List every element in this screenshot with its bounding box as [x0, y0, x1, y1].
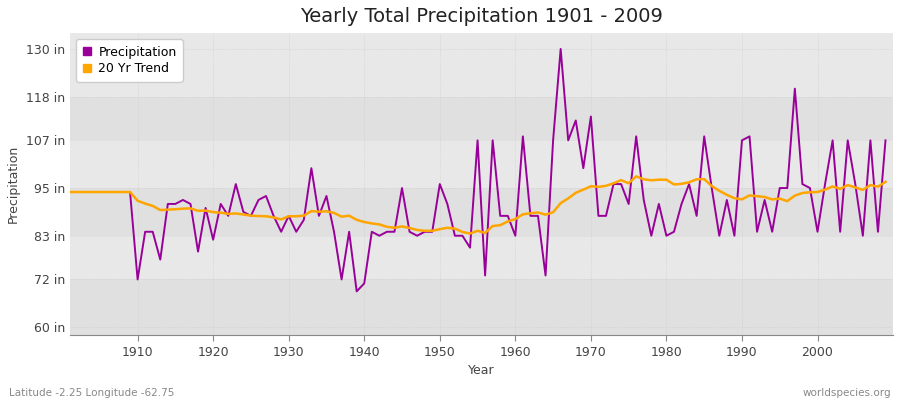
Precipitation [64, 190, 75, 194]
20 Yr Trend [64, 190, 75, 194]
20 Yr Trend [880, 180, 891, 184]
Bar [69, 236, 893, 280]
Precipitation [337, 277, 347, 282]
20 Yr Trend [124, 190, 135, 194]
Line: Precipitation: Precipitation [69, 49, 886, 291]
20 Yr Trend [510, 217, 521, 222]
20 Yr Trend [631, 174, 642, 179]
Text: worldspecies.org: worldspecies.org [803, 388, 891, 398]
Precipitation [351, 289, 362, 294]
X-axis label: Year: Year [468, 364, 495, 377]
Precipitation [291, 229, 302, 234]
Legend: Precipitation, 20 Yr Trend: Precipitation, 20 Yr Trend [76, 39, 183, 82]
Bar [69, 49, 893, 97]
Y-axis label: Precipitation: Precipitation [7, 145, 20, 223]
Precipitation [880, 138, 891, 143]
Bar [69, 327, 893, 335]
Precipitation [555, 46, 566, 51]
Line: 20 Yr Trend: 20 Yr Trend [69, 176, 886, 234]
Text: Latitude -2.25 Longitude -62.75: Latitude -2.25 Longitude -62.75 [9, 388, 175, 398]
Bar [69, 188, 893, 236]
Precipitation [124, 190, 135, 194]
Precipitation [518, 134, 528, 139]
20 Yr Trend [291, 214, 302, 219]
20 Yr Trend [608, 181, 619, 186]
Bar [69, 33, 893, 49]
Bar [69, 97, 893, 140]
Precipitation [616, 182, 626, 186]
Title: Yearly Total Precipitation 1901 - 2009: Yearly Total Precipitation 1901 - 2009 [300, 7, 662, 26]
Precipitation [510, 233, 521, 238]
Bar [69, 140, 893, 188]
20 Yr Trend [518, 212, 528, 217]
20 Yr Trend [337, 214, 347, 219]
Bar [69, 280, 893, 327]
20 Yr Trend [464, 231, 475, 236]
